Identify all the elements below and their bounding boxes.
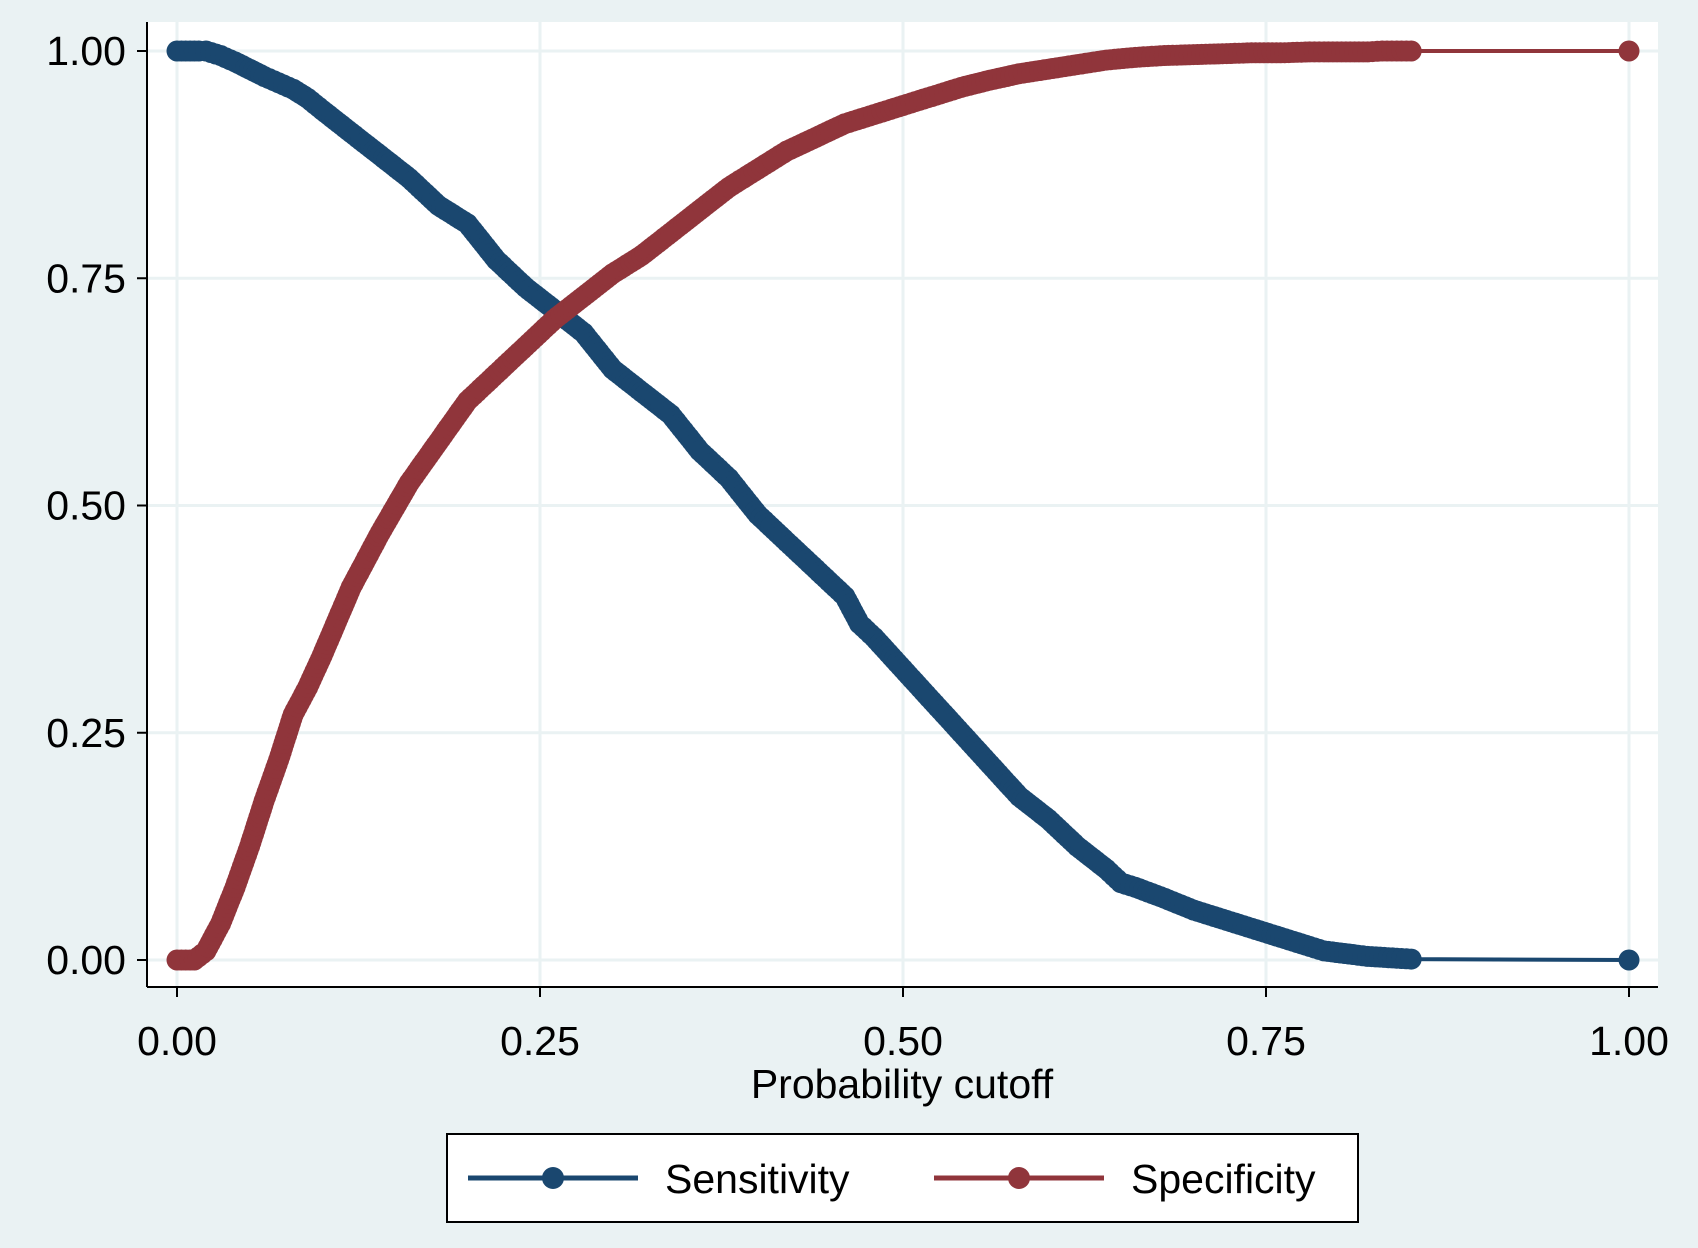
data-point-specificity (1618, 40, 1640, 62)
x-tick-label: 0.00 (137, 1018, 217, 1064)
grid-lines (147, 22, 1658, 987)
legend-label-specificity: Specificity (1131, 1156, 1316, 1202)
y-tick-label: 0.75 (46, 255, 126, 301)
series-specificity (166, 40, 1640, 971)
legend: Sensitivity Specificity (446, 1133, 1359, 1223)
data-point-sensitivity (1618, 949, 1640, 971)
legend-marker-specificity (1008, 1167, 1030, 1189)
legend-label-sensitivity: Sensitivity (665, 1156, 850, 1202)
x-tick-label: 0.25 (500, 1018, 580, 1064)
y-tick-label: 0.00 (46, 937, 126, 983)
y-tick-label: 1.00 (46, 28, 126, 74)
axis-ticks: 0.00 0.25 0.50 0.75 1.00 0.00 0.25 0.50 0.75 1.00 (46, 28, 1669, 1064)
x-tick-label: 0.75 (1226, 1018, 1306, 1064)
y-tick-label: 0.25 (46, 710, 126, 756)
x-axis-title: Probability cutoff (751, 1061, 1054, 1107)
x-tick-label: 0.50 (863, 1018, 943, 1064)
legend-marker-sensitivity (542, 1167, 564, 1189)
series-sensitivity (166, 40, 1640, 971)
x-tick-label: 1.00 (1589, 1018, 1669, 1064)
series-markers-specificity (166, 40, 1640, 971)
data-point-specificity (1400, 40, 1422, 62)
data-point-sensitivity (1400, 948, 1422, 970)
series-markers-sensitivity (166, 40, 1640, 971)
y-tick-label: 0.50 (46, 483, 126, 529)
series-layer (166, 40, 1640, 971)
